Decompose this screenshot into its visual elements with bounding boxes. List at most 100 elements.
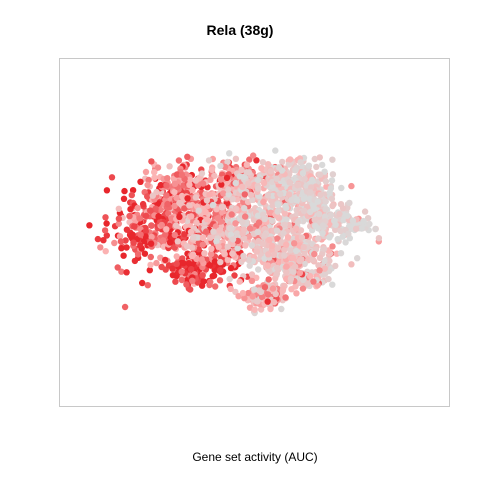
data-point <box>213 238 220 245</box>
data-point <box>103 232 111 239</box>
chart-title: Rela (38g) <box>206 22 274 38</box>
data-point <box>336 210 343 218</box>
data-point <box>121 303 129 311</box>
data-point <box>314 198 321 205</box>
data-point <box>164 200 171 208</box>
data-point <box>166 239 174 246</box>
data-point <box>169 272 177 279</box>
data-point <box>254 228 261 236</box>
data-point <box>316 267 323 274</box>
data-point <box>280 230 287 237</box>
data-point <box>259 294 266 301</box>
data-point <box>293 197 301 204</box>
data-point <box>201 250 208 257</box>
data-point <box>101 227 109 234</box>
data-point <box>134 204 141 212</box>
data-point <box>198 282 206 289</box>
data-point <box>216 277 224 284</box>
data-point <box>186 202 193 209</box>
data-point <box>142 168 150 176</box>
data-point <box>242 242 249 249</box>
data-point <box>166 163 173 170</box>
data-point <box>248 242 256 249</box>
data-point <box>269 242 276 250</box>
data-point <box>199 272 206 279</box>
data-point <box>225 191 232 198</box>
data-point <box>321 265 328 272</box>
data-point <box>115 205 123 212</box>
data-point <box>275 164 283 171</box>
data-point <box>269 285 277 292</box>
data-point <box>284 234 292 241</box>
data-point <box>158 221 165 229</box>
data-point <box>292 247 300 255</box>
data-point <box>224 158 231 166</box>
data-point <box>246 233 253 240</box>
data-point <box>311 222 319 229</box>
data-point <box>183 281 190 288</box>
data-point <box>299 170 307 177</box>
data-point <box>169 265 176 272</box>
data-point <box>231 272 238 279</box>
data-point <box>142 228 149 235</box>
data-point <box>154 200 161 207</box>
data-point <box>283 241 290 248</box>
data-point <box>171 202 178 210</box>
data-point <box>255 266 262 273</box>
data-point <box>148 233 155 241</box>
data-point <box>274 235 281 242</box>
data-point <box>260 198 267 206</box>
data-point <box>240 252 247 260</box>
data-point <box>86 222 93 229</box>
data-point <box>186 176 194 183</box>
data-point <box>289 254 297 262</box>
data-point <box>307 184 315 191</box>
data-point <box>255 219 263 226</box>
data-point <box>287 247 294 254</box>
data-point <box>322 178 330 185</box>
data-point <box>270 299 278 306</box>
data-point <box>265 251 272 258</box>
data-point <box>265 276 272 283</box>
data-point <box>192 194 199 201</box>
data-point <box>375 235 383 242</box>
data-point <box>164 175 171 182</box>
data-point <box>204 184 211 191</box>
data-point <box>264 262 271 269</box>
data-point <box>319 161 326 169</box>
data-point <box>328 177 336 184</box>
data-point <box>281 246 288 253</box>
data-point <box>266 236 273 244</box>
data-point <box>311 155 318 163</box>
data-point <box>118 245 125 252</box>
data-point <box>254 176 262 184</box>
data-point <box>246 225 254 232</box>
data-point <box>208 245 215 252</box>
data-point <box>354 255 361 262</box>
data-point <box>273 227 281 234</box>
data-point <box>181 231 188 238</box>
data-point <box>193 219 200 226</box>
data-point <box>243 169 250 176</box>
data-point <box>165 210 172 217</box>
data-point <box>147 261 154 269</box>
data-point <box>329 171 337 178</box>
data-point <box>320 245 328 253</box>
data-point <box>223 174 231 182</box>
data-point <box>332 226 339 233</box>
data-point <box>184 195 191 202</box>
data-point <box>226 224 234 232</box>
data-point <box>116 233 124 240</box>
data-point <box>152 205 159 212</box>
data-point <box>245 180 252 187</box>
data-point <box>229 236 237 243</box>
data-point <box>272 147 279 154</box>
data-point <box>239 219 246 226</box>
data-point <box>311 216 318 224</box>
data-point <box>248 277 256 284</box>
data-point <box>209 273 216 280</box>
data-point <box>277 190 284 198</box>
data-point <box>329 156 336 163</box>
data-point <box>329 281 336 288</box>
data-point <box>286 179 293 186</box>
